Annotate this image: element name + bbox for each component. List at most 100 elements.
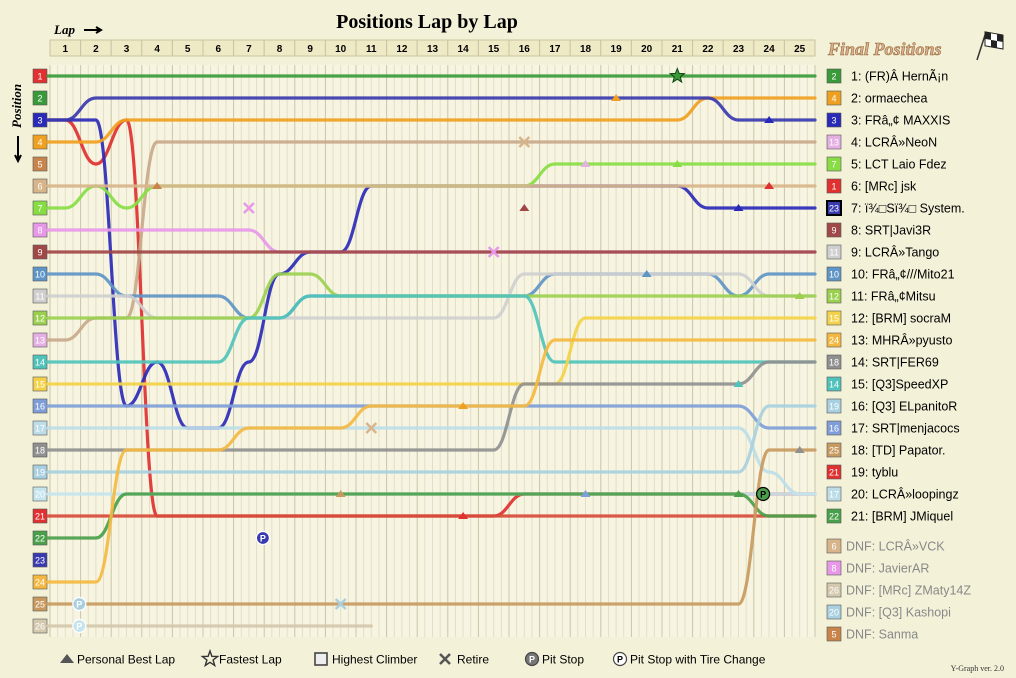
legend-item-star: Fastest Lap	[200, 648, 282, 668]
final-position-name: 11: FRâ„¢Mitsu	[851, 290, 936, 304]
final-position-name: 10: FRâ„¢///Mito21	[851, 268, 955, 282]
final-position-name: 19: tyblu	[851, 466, 898, 480]
dnf-badge	[826, 604, 842, 620]
final-badge-label: 3	[831, 116, 836, 126]
pit-stop-label: P	[76, 600, 82, 610]
lap-tick-label: 18	[580, 44, 592, 55]
lap-tick-label: 10	[335, 44, 347, 55]
final-position-name: 4: LCRÂ»NeoN	[851, 135, 937, 150]
personal-best-marker	[733, 490, 744, 497]
final-badge	[826, 244, 842, 260]
position-axis-label: Position	[9, 84, 24, 128]
final-badge	[826, 68, 842, 84]
lap-tick-label: 2	[93, 44, 99, 55]
dnf-badge	[826, 582, 842, 598]
dnf-name: DNF: JavierAR	[846, 562, 929, 576]
start-badge-label: 24	[35, 578, 45, 588]
final-position-name: 9: LCRÂ»Tango	[851, 245, 939, 260]
final-badge-label: 1	[831, 182, 836, 192]
final-position-name: 14: SRT|FER69	[851, 356, 939, 370]
box-icon	[314, 652, 328, 666]
personal-best-marker	[764, 182, 775, 189]
start-position-badges: 1234567891011121314151617181920212223242…	[32, 68, 48, 634]
final-badge	[826, 134, 842, 150]
pit-stop-icon	[72, 618, 87, 634]
retire-cross-icon	[243, 202, 255, 214]
pit-stop-icon	[72, 596, 87, 612]
personal-best-marker	[580, 490, 591, 497]
start-badge-label: 15	[35, 380, 45, 390]
series-line-24	[46, 338, 817, 584]
lap-axis-label: Lap	[53, 22, 75, 37]
dnf-badge-label: 6	[831, 542, 836, 552]
dnf-badge	[826, 560, 842, 576]
chart-grid	[49, 65, 816, 637]
start-badge-label: 20	[35, 490, 45, 500]
lap-tick-label: 1	[63, 44, 69, 55]
lap-tick-label: 13	[427, 44, 439, 55]
event-markers: P P P P	[72, 67, 805, 634]
series-line-1	[46, 118, 817, 518]
start-badge-label: 2	[37, 94, 42, 104]
triangle-icon	[60, 654, 74, 663]
start-badge-label: 12	[35, 314, 45, 324]
personal-best-marker	[641, 270, 652, 277]
start-badge	[32, 156, 48, 172]
final-badge	[826, 266, 842, 282]
retire-cross-icon	[487, 246, 500, 258]
final-badge-label: 18	[829, 358, 839, 368]
pit-stop-label: P	[760, 490, 766, 500]
final-badge-label: 25	[829, 446, 839, 456]
final-position-name: 8: SRT|Javi3R	[851, 224, 931, 238]
lap-tick-label: 8	[277, 44, 283, 55]
start-badge-label: 10	[35, 270, 45, 280]
start-badge-label: 18	[35, 446, 45, 456]
lap-header: 1 2 3 4 5 6 7 8 9 10 11 12 13 14 15 16 17 18 19 20 21 22 23 24 2…	[49, 39, 816, 57]
lap-tick-label: 3	[124, 44, 130, 55]
lap-tick-label: 20	[641, 44, 653, 55]
start-badge-label: 13	[35, 336, 45, 346]
final-badge-label: 16	[829, 424, 839, 434]
final-badge-label: 23	[829, 204, 839, 214]
dnf-name: DNF: Sanma	[846, 628, 918, 642]
lap-tick-label: 17	[549, 44, 561, 55]
pit-icon	[612, 651, 628, 667]
final-position-name: 1: (FR)Â HernÃ¡n	[851, 69, 948, 84]
series-line-14	[46, 294, 817, 364]
lap-tick-label: 5	[185, 44, 191, 55]
final-badge	[826, 178, 842, 194]
start-badge-label: 21	[35, 512, 45, 522]
final-badge-label: 10	[829, 270, 839, 280]
pit-stop-label: P	[76, 622, 82, 632]
final-badge	[826, 486, 842, 502]
start-badge-label: 11	[35, 292, 44, 302]
final-badge	[826, 376, 842, 392]
start-badge-label: 23	[35, 556, 45, 566]
start-badge-label: 17	[35, 424, 45, 434]
personal-best-marker	[733, 380, 744, 387]
final-position-name: 20: LCRÂ»loopingz	[851, 487, 959, 502]
personal-best-marker	[764, 116, 775, 123]
final-position-name: 5: LCT Laio Fdez	[851, 158, 947, 172]
personal-best-marker	[611, 94, 622, 101]
retire-cross-icon	[334, 598, 347, 610]
legend-item-pit-tire: P Pit Stop with Tire Change	[612, 651, 766, 667]
final-position-name: 13: MHRÂ»pyusto	[851, 333, 952, 348]
lap-tick-label: 22	[702, 44, 714, 55]
dnf-name: DNF: LCRÂ»VCK	[846, 539, 945, 554]
start-badge-label: 8	[37, 226, 42, 236]
star-icon	[200, 648, 220, 668]
start-badge-label: 25	[35, 600, 45, 610]
start-badge-label: 16	[35, 402, 45, 412]
legend-label: Highest Climber	[332, 653, 417, 667]
personal-best-marker	[580, 160, 591, 167]
final-badge-label: 22	[829, 512, 839, 522]
dnf-name: DNF: [Q3] Kashopi	[846, 606, 951, 620]
personal-best-marker	[794, 446, 805, 453]
chart-legend: Personal Best Lap Fastest Lap Highest Clim…	[60, 648, 766, 668]
final-positions-header: Final Positions	[827, 39, 942, 59]
checkered-flag-icon	[976, 31, 1004, 61]
final-position-name: 2: ormaechea	[851, 92, 927, 106]
personal-best-marker	[672, 160, 683, 167]
start-badge-label: 5	[37, 160, 42, 170]
